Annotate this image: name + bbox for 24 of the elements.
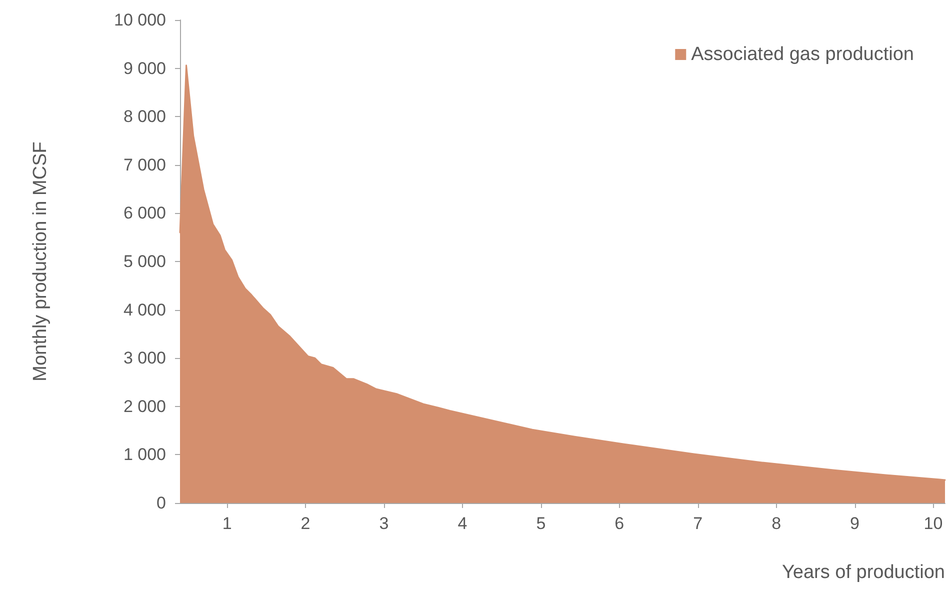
x-tick-label: 6 <box>614 514 624 533</box>
x-tick-label: 3 <box>379 514 389 533</box>
y-tick-label: 3 000 <box>123 348 166 368</box>
y-tick-label: 7 000 <box>123 155 166 174</box>
x-tick-label: 9 <box>850 514 860 533</box>
y-tick-label: 5 000 <box>123 252 166 271</box>
x-axis-title: Years of production <box>782 562 945 583</box>
y-tick-label: 2 000 <box>123 396 166 416</box>
x-tick-label: 2 <box>300 514 310 533</box>
y-tick-label: 9 000 <box>123 58 166 78</box>
y-tick-label: 10 000 <box>114 10 166 30</box>
x-tick-label: 1 <box>222 514 232 533</box>
y-tick-label: 6 000 <box>123 204 166 223</box>
x-tick-label: 10 <box>924 514 943 533</box>
x-tick-label: 7 <box>693 514 703 533</box>
x-tick-label: 5 <box>536 514 546 533</box>
y-tick-label: 4 000 <box>123 300 166 320</box>
x-tick-label: 4 <box>458 514 468 533</box>
y-axis-title: Monthly production in MCSF <box>30 142 51 382</box>
legend-label: Associated gas production <box>691 44 914 65</box>
y-tick-label: 0 <box>156 494 166 512</box>
x-tick-label: 8 <box>772 514 782 533</box>
y-tick-label: 1 000 <box>123 445 166 464</box>
y-tick-label: 8 000 <box>123 107 166 126</box>
